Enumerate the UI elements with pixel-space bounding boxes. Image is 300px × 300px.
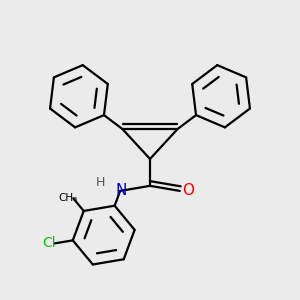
- Text: O: O: [182, 183, 194, 198]
- Text: Cl: Cl: [42, 236, 56, 250]
- Text: CH₃: CH₃: [59, 193, 78, 203]
- Text: N: N: [115, 183, 126, 198]
- Text: H: H: [96, 176, 105, 189]
